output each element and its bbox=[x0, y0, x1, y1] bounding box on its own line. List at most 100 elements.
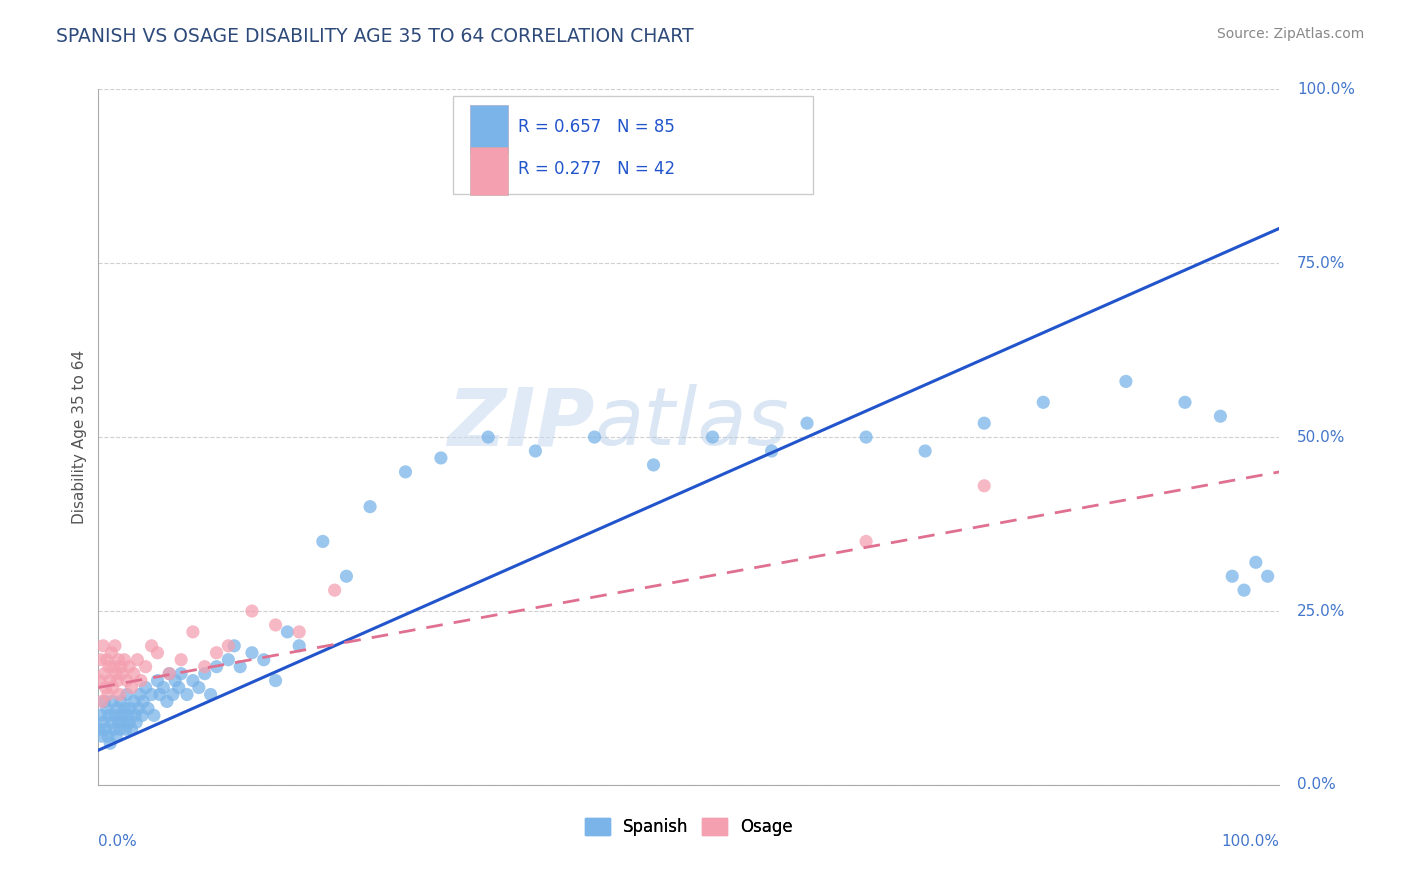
Point bbox=[112, 715, 135, 730]
Point bbox=[91, 729, 114, 743]
Legend: Spanish, Osage: Spanish, Osage bbox=[578, 811, 800, 843]
Point bbox=[200, 688, 222, 702]
Point bbox=[100, 715, 122, 730]
Point bbox=[335, 569, 357, 583]
Point bbox=[973, 479, 995, 493]
Text: 100.0%: 100.0% bbox=[1298, 82, 1355, 96]
Point bbox=[240, 604, 263, 618]
Point bbox=[121, 723, 143, 737]
Point bbox=[93, 666, 115, 681]
Point bbox=[91, 715, 114, 730]
Point bbox=[115, 673, 138, 688]
Point bbox=[136, 701, 159, 715]
Point bbox=[94, 723, 117, 737]
Point bbox=[276, 624, 298, 639]
Point bbox=[141, 639, 163, 653]
Point bbox=[135, 681, 157, 695]
Point bbox=[702, 430, 724, 444]
Point bbox=[127, 653, 149, 667]
Point bbox=[90, 708, 112, 723]
Point bbox=[100, 646, 122, 660]
Point bbox=[105, 666, 128, 681]
Point bbox=[181, 673, 204, 688]
Point bbox=[157, 666, 180, 681]
Point bbox=[98, 659, 121, 673]
Point bbox=[288, 639, 311, 653]
Point bbox=[121, 681, 143, 695]
Point bbox=[104, 639, 127, 653]
Point bbox=[132, 694, 155, 708]
Y-axis label: Disability Age 35 to 64: Disability Age 35 to 64 bbox=[72, 350, 87, 524]
Point bbox=[167, 681, 190, 695]
Point bbox=[973, 416, 995, 430]
Point bbox=[89, 723, 111, 737]
Point bbox=[128, 688, 150, 702]
Point bbox=[165, 673, 187, 688]
Point bbox=[98, 708, 121, 723]
Point bbox=[205, 646, 228, 660]
Point bbox=[170, 666, 193, 681]
Point bbox=[129, 673, 152, 688]
Point bbox=[312, 534, 335, 549]
Point bbox=[89, 673, 111, 688]
Point bbox=[1220, 569, 1243, 583]
Point bbox=[105, 701, 128, 715]
Point bbox=[108, 723, 131, 737]
Point bbox=[93, 694, 115, 708]
Point bbox=[91, 694, 114, 708]
Point bbox=[162, 688, 184, 702]
Text: 50.0%: 50.0% bbox=[1298, 430, 1346, 444]
Text: atlas: atlas bbox=[595, 384, 789, 462]
Text: SPANISH VS OSAGE DISABILITY AGE 35 TO 64 CORRELATION CHART: SPANISH VS OSAGE DISABILITY AGE 35 TO 64… bbox=[56, 27, 695, 45]
Text: 25.0%: 25.0% bbox=[1298, 604, 1346, 618]
Point bbox=[97, 729, 120, 743]
Point bbox=[477, 430, 499, 444]
Point bbox=[96, 653, 118, 667]
Point bbox=[122, 666, 145, 681]
Point bbox=[914, 444, 936, 458]
Point bbox=[142, 708, 165, 723]
Point bbox=[149, 688, 172, 702]
Point bbox=[115, 688, 138, 702]
Point bbox=[128, 701, 150, 715]
Point bbox=[1233, 583, 1256, 598]
Point bbox=[120, 701, 142, 715]
Text: Source: ZipAtlas.com: Source: ZipAtlas.com bbox=[1216, 27, 1364, 41]
Point bbox=[104, 708, 127, 723]
Point bbox=[1032, 395, 1054, 409]
Point bbox=[264, 618, 287, 632]
Point bbox=[855, 430, 877, 444]
Point bbox=[1257, 569, 1279, 583]
Point bbox=[796, 416, 818, 430]
Point bbox=[217, 639, 239, 653]
FancyBboxPatch shape bbox=[471, 105, 508, 153]
Point bbox=[103, 659, 125, 673]
Point bbox=[107, 715, 129, 730]
Point bbox=[394, 465, 416, 479]
FancyBboxPatch shape bbox=[471, 147, 508, 195]
Point bbox=[288, 624, 311, 639]
Point bbox=[110, 694, 132, 708]
Point bbox=[112, 653, 135, 667]
Point bbox=[323, 583, 346, 598]
Point bbox=[111, 708, 134, 723]
Point bbox=[157, 666, 180, 681]
Point bbox=[253, 653, 276, 667]
Point bbox=[98, 673, 121, 688]
Point bbox=[224, 639, 246, 653]
Point bbox=[146, 646, 169, 660]
Text: 100.0%: 100.0% bbox=[1222, 834, 1279, 848]
Point bbox=[583, 430, 606, 444]
Point bbox=[855, 534, 877, 549]
Point bbox=[761, 444, 783, 458]
Point bbox=[107, 653, 129, 667]
Point bbox=[125, 715, 148, 730]
Point bbox=[118, 715, 141, 730]
Point bbox=[264, 673, 287, 688]
Text: R = 0.657   N = 85: R = 0.657 N = 85 bbox=[517, 119, 675, 136]
Point bbox=[141, 688, 163, 702]
Point bbox=[170, 653, 193, 667]
Point bbox=[240, 646, 263, 660]
Point bbox=[94, 681, 117, 695]
Text: 0.0%: 0.0% bbox=[1298, 778, 1336, 792]
